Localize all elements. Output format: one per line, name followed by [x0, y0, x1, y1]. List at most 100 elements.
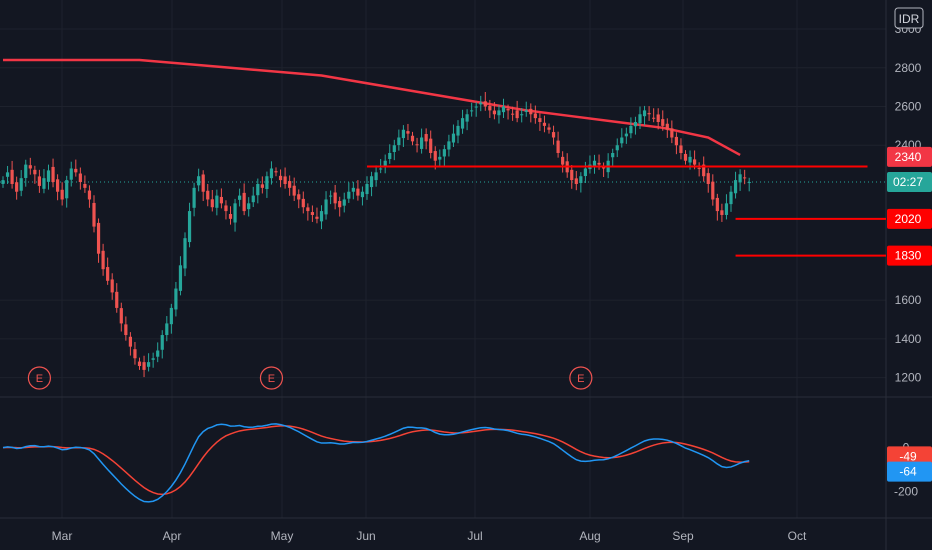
- candle-body-42: [192, 187, 196, 208]
- candle-body-128: [583, 168, 587, 177]
- time-tick-2: May: [271, 529, 294, 543]
- price-tick-2: 1600: [895, 293, 922, 307]
- candle-body-10: [46, 170, 51, 182]
- candle-body-103: [470, 110, 474, 112]
- time-tick-0: Mar: [52, 529, 73, 543]
- candle-body-139: [633, 122, 638, 127]
- candle-body-80: [365, 183, 369, 195]
- candle-body-82: [374, 172, 378, 181]
- candle-body-62: [283, 176, 287, 184]
- candle-body-164: [747, 182, 751, 184]
- earnings-marker-1: [259, 366, 284, 390]
- time-tick-6: Sep: [672, 529, 694, 543]
- candles: [1, 91, 751, 378]
- candle-body-115: [524, 110, 528, 112]
- candle-body-49: [224, 205, 228, 212]
- candle-body-162: [738, 174, 742, 183]
- price-tag-label-3: 1830: [895, 249, 922, 263]
- macd-signal-line: [2, 425, 750, 496]
- candle-body-59: [269, 168, 274, 179]
- candle-body-41: [187, 211, 192, 243]
- earnings-marker-label-0: E: [36, 373, 43, 385]
- candle-body-155: [706, 173, 710, 184]
- macd-tag-0: [887, 446, 932, 467]
- candle-body-144: [656, 114, 660, 123]
- candle-body-77: [351, 187, 355, 192]
- price-tag-2: [887, 208, 932, 229]
- candle-body-17: [78, 173, 82, 183]
- candle-body-83: [379, 168, 383, 170]
- time-axis[interactable]: Mar Apr May Jun Jul Aug Sep Oct: [52, 529, 807, 543]
- candle-body-16: [74, 168, 78, 173]
- currency-badge[interactable]: IDR: [894, 7, 924, 29]
- candle-body-37: [169, 307, 173, 325]
- candle-body-122: [556, 140, 560, 153]
- candle-body-93: [424, 134, 428, 142]
- candle-body-66: [301, 198, 305, 208]
- candle-body-3: [15, 182, 19, 192]
- candle-body-2: [10, 169, 14, 184]
- candle-body-36: [165, 323, 169, 336]
- candle-body-108: [492, 110, 496, 115]
- candle-body-147: [670, 128, 674, 138]
- candle-body-30: [137, 361, 142, 367]
- candle-body-58: [265, 176, 269, 190]
- candle-body-88: [401, 129, 405, 139]
- price-tag-3: [887, 245, 932, 266]
- price-tag-label-2: 2020: [895, 212, 922, 226]
- candle-body-97: [442, 149, 446, 157]
- candle-body-70: [319, 211, 324, 222]
- candle-body-96: [438, 156, 442, 160]
- candle-body-56: [256, 183, 260, 196]
- candle-body-15: [69, 168, 73, 180]
- support-resistance-lines[interactable]: [367, 165, 886, 257]
- candle-body-20: [92, 202, 96, 227]
- price-tick-1: 1400: [895, 332, 922, 346]
- candle-body-154: [702, 164, 706, 177]
- candle-body-130: [592, 160, 597, 166]
- candle-body-55: [251, 195, 255, 203]
- candle-body-6: [28, 165, 32, 169]
- candle-body-118: [538, 118, 542, 123]
- candle-body-109: [497, 110, 501, 116]
- price-axis[interactable]: 1200140016002800300026002400234002:27202…: [887, 22, 932, 499]
- candle-body-8: [37, 176, 41, 186]
- price-tag-1: [887, 172, 932, 193]
- candle-body-98: [447, 141, 451, 150]
- candle-body-50: [228, 213, 233, 219]
- candle-body-116: [529, 108, 533, 115]
- candle-body-157: [715, 197, 719, 212]
- candle-body-84: [383, 160, 387, 166]
- candle-body-11: [51, 166, 55, 183]
- candle-body-113: [515, 110, 519, 119]
- candle-body-104: [474, 106, 478, 108]
- candle-body-160: [729, 191, 733, 205]
- macd-tick-1: -200: [894, 485, 918, 499]
- candle-body-112: [511, 113, 515, 115]
- candle-body-19: [87, 190, 92, 200]
- candle-body-121: [551, 132, 556, 138]
- candle-body-87: [397, 137, 401, 146]
- candle-body-149: [679, 145, 683, 153]
- candle-body-125: [570, 169, 574, 181]
- candle-body-1: [5, 172, 10, 177]
- time-tick-5: Aug: [579, 529, 600, 543]
- macd-tag-label-1: -64: [899, 465, 917, 479]
- candle-body-74: [338, 201, 342, 208]
- candle-body-22: [101, 250, 105, 270]
- candle-body-153: [697, 167, 701, 169]
- candle-body-45: [206, 190, 210, 200]
- candle-body-14: [65, 180, 69, 199]
- candle-body-57: [260, 184, 264, 188]
- currency-label: IDR: [899, 12, 920, 26]
- candle-body-33: [151, 358, 155, 360]
- candle-body-34: [156, 350, 160, 357]
- candle-body-159: [724, 203, 729, 215]
- candle-body-119: [542, 122, 547, 126]
- candle-body-102: [465, 114, 469, 122]
- candle-body-99: [451, 133, 456, 143]
